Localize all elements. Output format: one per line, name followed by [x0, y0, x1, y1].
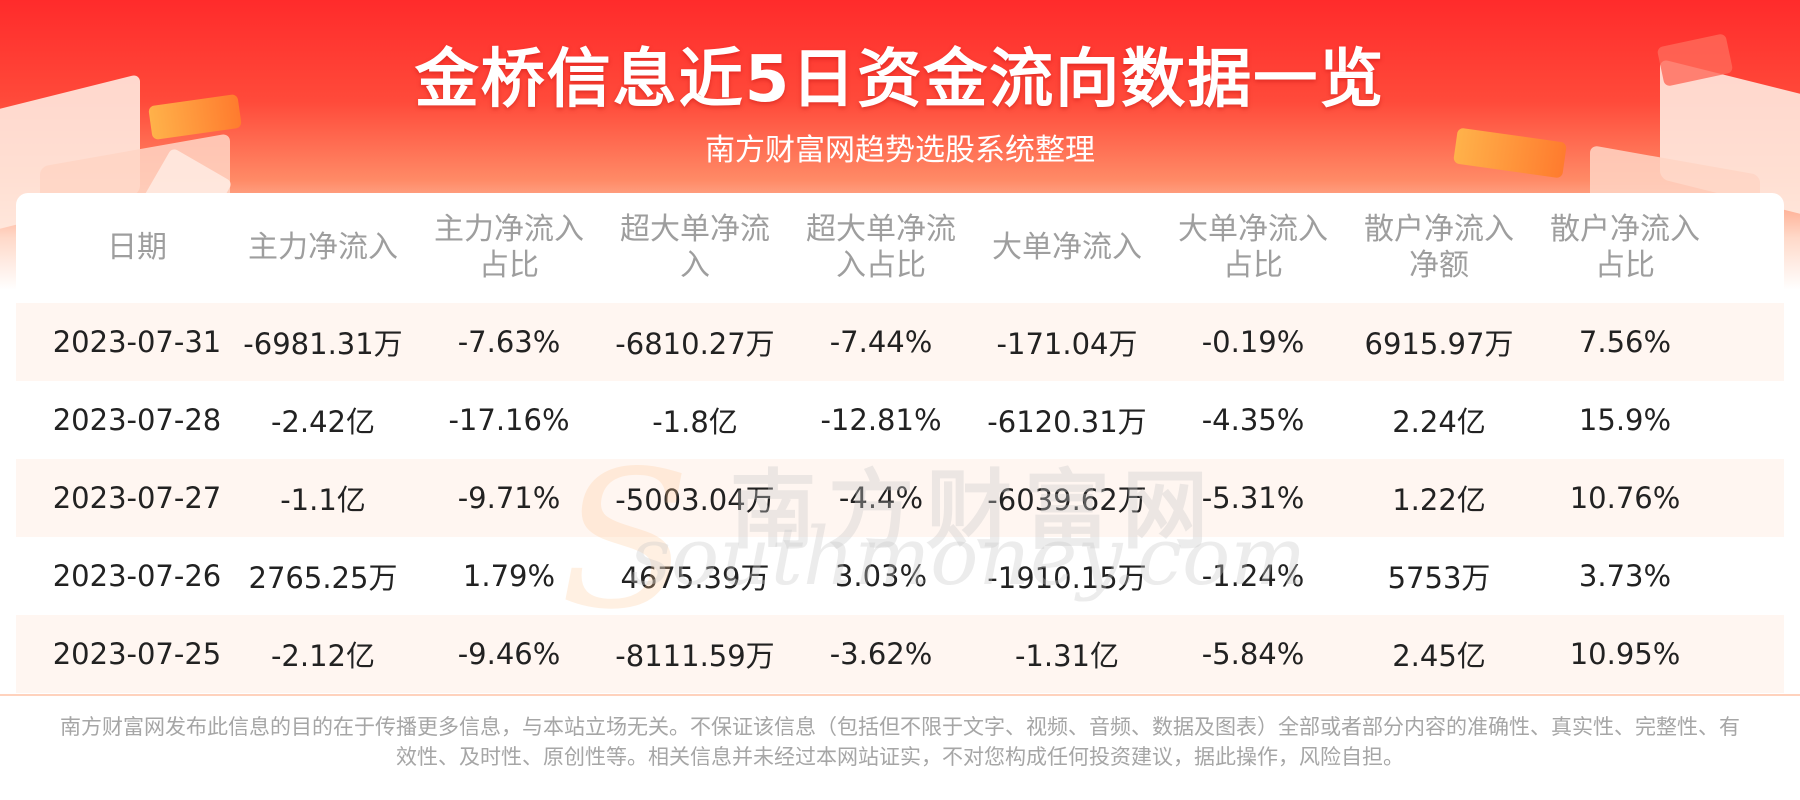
header-cell-main-net-inflow: 主力净流入: [248, 230, 398, 265]
table-header: 日期 主力净流入 主力净流入占比 超大单净流入 超大单净流入占比 大单净流入 大…: [16, 193, 1784, 303]
page-title: 金桥信息近5日资金流向数据一览: [414, 43, 1386, 117]
table-row: 2023-07-26 2765.25万 1.79% 4675.39万 3.03%…: [16, 537, 1784, 615]
table-cell: 6915.97万: [1364, 327, 1514, 361]
table-cell: -1.31亿: [1014, 639, 1120, 673]
data-table: 日期 主力净流入 主力净流入占比 超大单净流入 超大单净流入占比 大单净流入 大…: [16, 193, 1784, 693]
table-cell: 1.22亿: [1392, 483, 1486, 517]
table-cell: -5.84%: [1201, 637, 1305, 671]
table-cell: -9.46%: [457, 637, 561, 671]
table-cell: -1.24%: [1201, 559, 1305, 593]
table-cell: -6039.62万: [987, 483, 1147, 517]
table-cell: -5.31%: [1201, 481, 1305, 515]
table-cell: -7.63%: [457, 325, 561, 359]
table-cell: 2023-07-27: [52, 481, 222, 515]
header-cell-date: 日期: [107, 230, 167, 265]
table-cell: 10.76%: [1569, 481, 1681, 515]
table-cell: -2.42亿: [270, 405, 376, 439]
table-cell: 2023-07-28: [52, 403, 222, 437]
table-cell: -9.71%: [457, 481, 561, 515]
table-cell: -7.44%: [829, 325, 933, 359]
table-cell: -1.1亿: [280, 483, 366, 517]
table-row: 2023-07-28 -2.42亿 -17.16% -1.8亿 -12.81% …: [16, 381, 1784, 459]
table-cell: -0.19%: [1201, 325, 1305, 359]
header-cell-large-net-inflow-ratio: 大单净流入占比: [1178, 212, 1328, 283]
table-cell: -5003.04万: [615, 483, 775, 517]
table-cell: -4.35%: [1201, 403, 1305, 437]
table-cell: -6981.31万: [243, 327, 403, 361]
header-cell-retail-net-inflow: 散户净流入净额: [1364, 212, 1514, 283]
table-cell: -12.81%: [820, 403, 942, 437]
disclaimer-text: 南方财富网发布此信息的目的在于传播更多信息，与本站立场无关。不保证该信息（包括但…: [60, 715, 1740, 769]
header-cell-main-net-inflow-ratio: 主力净流入占比: [434, 212, 584, 283]
table-cell: 2.45亿: [1392, 639, 1486, 673]
table-cell: 5753万: [1387, 561, 1491, 595]
table-cell: 3.03%: [834, 559, 928, 593]
table-cell: 7.56%: [1578, 325, 1672, 359]
table-cell: 2023-07-26: [52, 559, 222, 593]
table-cell: -17.16%: [448, 403, 570, 437]
header-cell-retail-net-inflow-ratio: 散户净流入占比: [1550, 212, 1700, 283]
table-cell: 2.24亿: [1392, 405, 1486, 439]
table-cell: -4.4%: [838, 481, 924, 515]
table-cell: -1910.15万: [987, 561, 1147, 595]
table-cell: 2765.25万: [248, 561, 398, 595]
table-cell: -171.04万: [996, 327, 1138, 361]
table-row: 2023-07-25 -2.12亿 -9.46% -8111.59万 -3.62…: [16, 615, 1784, 693]
table-cell: 2023-07-25: [52, 637, 222, 671]
table-cell: -6120.31万: [987, 405, 1147, 439]
table-cell: 2023-07-31: [52, 325, 222, 359]
table-cell: 10.95%: [1569, 637, 1681, 671]
table-cell: -3.62%: [829, 637, 933, 671]
table-cell: 1.79%: [462, 559, 556, 593]
table-cell: 4675.39万: [620, 561, 770, 595]
footer-divider: [0, 694, 1800, 696]
header-cell-large-net-inflow: 大单净流入: [992, 230, 1142, 265]
table-cell: -8111.59万: [615, 639, 775, 673]
table-row: 2023-07-31 -6981.31万 -7.63% -6810.27万 -7…: [16, 303, 1784, 381]
table-cell: 3.73%: [1578, 559, 1672, 593]
page-subtitle: 南方财富网趋势选股系统整理: [705, 133, 1095, 168]
table-row: 2023-07-27 -1.1亿 -9.71% -5003.04万 -4.4% …: [16, 459, 1784, 537]
header-cell-super-large-net-inflow-ratio: 超大单净流入占比: [806, 212, 956, 283]
table-cell: -1.8亿: [652, 405, 738, 439]
table-cell: -6810.27万: [615, 327, 775, 361]
header-cell-super-large-net-inflow: 超大单净流入: [620, 212, 770, 283]
table-cell: -2.12亿: [270, 639, 376, 673]
table-cell: 15.9%: [1578, 403, 1672, 437]
